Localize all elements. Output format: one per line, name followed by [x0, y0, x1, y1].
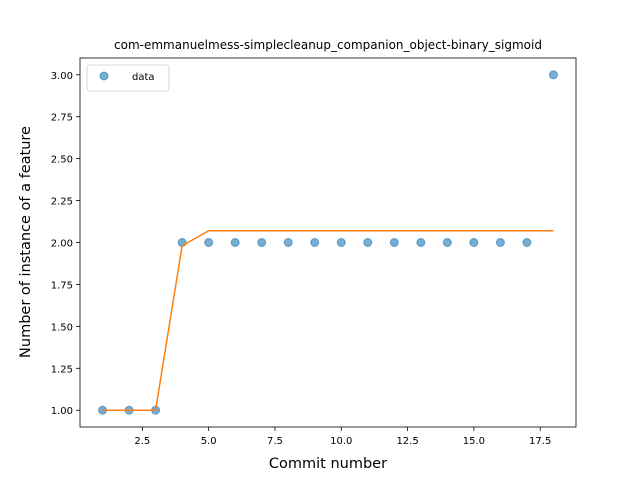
x-tick-label: 17.5 — [529, 436, 551, 447]
x-tick-label: 5.0 — [201, 436, 217, 447]
y-tick-label: 1.00 — [51, 406, 73, 417]
legend-box — [86, 64, 170, 92]
data-point — [336, 238, 346, 247]
data-point — [416, 238, 426, 247]
y-tick-label: 1.75 — [51, 280, 73, 291]
x-tick-label: 2.5 — [134, 436, 150, 447]
series-layer — [98, 70, 558, 415]
data-point — [283, 238, 293, 247]
y-tick-label: 2.50 — [51, 155, 73, 166]
x-tick-label: 10.0 — [330, 436, 352, 447]
legend-label: data — [132, 72, 155, 83]
y-tick-label: 2.75 — [51, 113, 73, 124]
data-point — [257, 238, 267, 247]
legend: data — [86, 64, 170, 92]
data-point — [389, 238, 399, 247]
fit-line — [102, 230, 554, 411]
y-tick-label: 1.50 — [51, 322, 73, 333]
y-axis-title: Number of instance of a feature — [18, 126, 34, 358]
data-point — [310, 238, 320, 247]
y-tick-label: 2.25 — [51, 197, 73, 208]
data-point — [469, 238, 479, 247]
data-point — [363, 238, 373, 247]
x-tick-label: 15.0 — [463, 436, 485, 447]
data-point — [230, 238, 240, 247]
data-point — [522, 238, 532, 247]
y-tick-label: 3.00 — [51, 71, 73, 82]
x-axis-title: Commit number — [269, 456, 387, 472]
axes-layer: 2.5 5.0 7.5 10.0 12.5 15.0 17.5 1.00 1.25 1.50 1.7… — [51, 57, 577, 447]
data-point — [442, 238, 452, 247]
y-tick-label: 2.00 — [51, 239, 73, 250]
data-point — [495, 238, 505, 247]
chart-title: com-emmanuelmess-simplecleanup_companion… — [114, 38, 542, 52]
x-tick-label: 12.5 — [396, 436, 418, 447]
y-tick-label: 1.25 — [51, 364, 73, 375]
legend-marker — [99, 71, 109, 81]
data-point — [548, 70, 558, 80]
data-point — [204, 238, 214, 247]
x-tick-label: 7.5 — [267, 436, 283, 447]
